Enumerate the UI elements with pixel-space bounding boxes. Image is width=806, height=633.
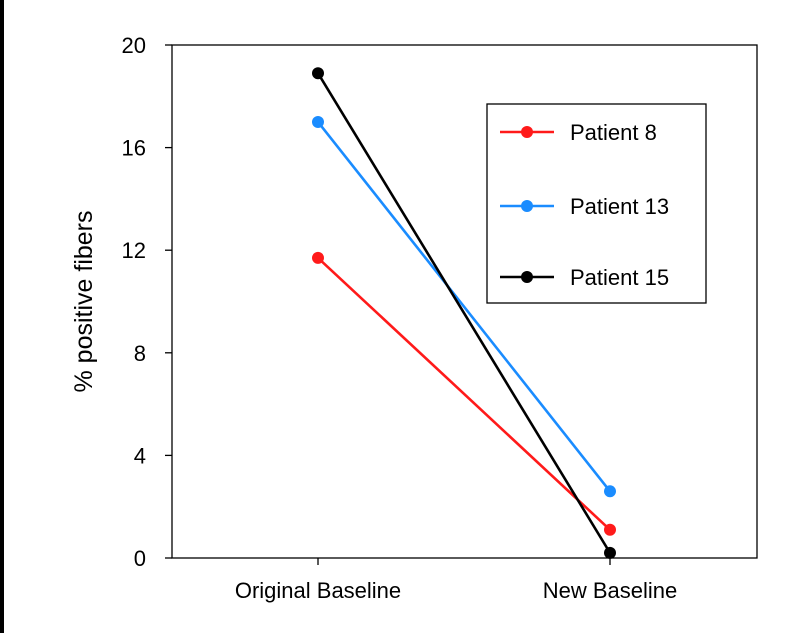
series-patient-15: [312, 67, 616, 559]
series-line: [316, 72, 612, 554]
x-axis: Original Baseline New Baseline: [235, 558, 677, 603]
legend-label: Patient 15: [570, 265, 669, 290]
legend-item: Patient 13: [500, 194, 669, 219]
legend-swatch-marker: [521, 200, 533, 212]
legend-item: Patient 8: [500, 120, 657, 145]
left-frame-border: [0, 0, 4, 633]
series-line: [316, 121, 612, 493]
legend: Patient 8 Patient 13 Patient 15: [486, 103, 707, 304]
y-tick-label: 8: [134, 341, 146, 366]
x-tick-label: New Baseline: [543, 578, 678, 603]
y-tick-label: 0: [134, 546, 146, 571]
series-line: [317, 256, 611, 531]
data-point: [312, 115, 324, 128]
data-point: [604, 523, 616, 536]
data-point: [312, 67, 324, 80]
legend-item: Patient 15: [500, 265, 669, 290]
plot-frame: [171, 44, 758, 559]
legend-swatch-marker: [521, 126, 533, 138]
data-point: [604, 546, 616, 559]
legend-label: Patient 8: [570, 120, 657, 145]
series-patient-8: [312, 251, 616, 536]
data-point: [312, 251, 324, 264]
data-point: [604, 485, 616, 498]
series-patient-13: [312, 115, 616, 498]
y-axis-title: % positive fibers: [70, 210, 98, 392]
y-axis: 0 4 8 12 16 20: [122, 33, 172, 571]
legend-label: Patient 13: [570, 194, 669, 219]
y-tick-label: 12: [122, 238, 146, 263]
series-layer: [312, 67, 616, 559]
y-tick-label: 20: [122, 33, 146, 58]
x-tick-label: Original Baseline: [235, 578, 401, 603]
legend-swatch-marker: [521, 271, 533, 283]
y-tick-label: 4: [134, 443, 146, 468]
y-tick-label: 16: [122, 136, 146, 161]
